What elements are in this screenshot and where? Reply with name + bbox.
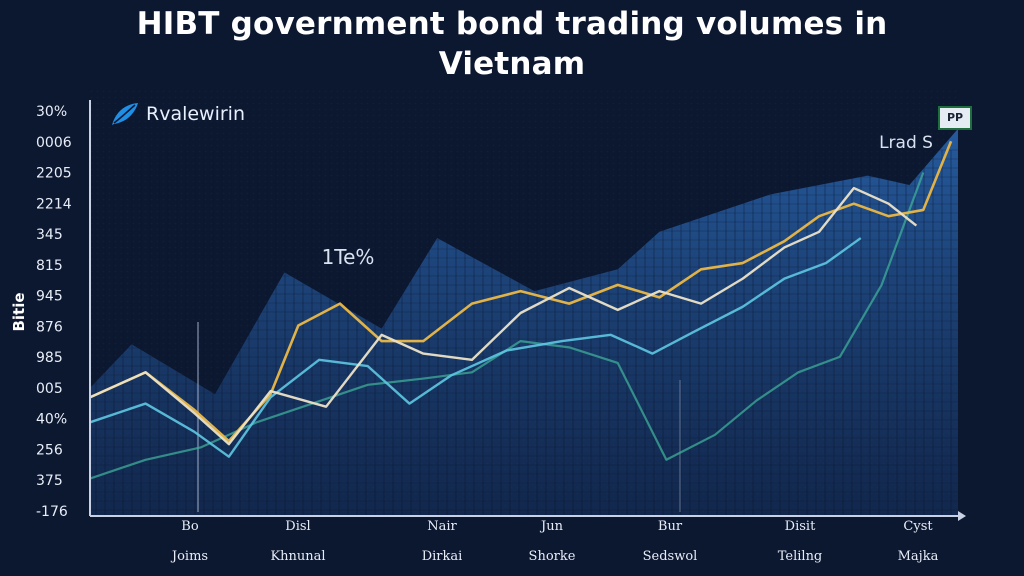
x-tick-label: Bur (658, 519, 683, 534)
x-tick-label: Khnunal (270, 549, 325, 564)
y-tick-label: 876 (36, 319, 63, 335)
chart-title: HIBT government bond trading volumes in … (0, 4, 1024, 84)
annotation-label: Lrad S (879, 133, 933, 153)
y-tick-label: 985 (36, 350, 63, 366)
annotation-label: 1Te% (322, 245, 375, 269)
y-tick-label: 815 (36, 258, 63, 274)
chart-title-line-2: Vietnam (438, 46, 586, 82)
area-layer (90, 128, 958, 516)
x-tick-label: Nair (427, 519, 457, 534)
area-series (90, 128, 958, 516)
x-tick-label: Sedswol (643, 549, 698, 564)
series-line-cyan (89, 237, 862, 458)
y-tick-label: 945 (36, 289, 63, 305)
x-tick-label: Majka (898, 549, 939, 564)
y-tick-label: 2214 (36, 196, 72, 212)
x-tick-label: Jun (539, 519, 564, 534)
x-tick-label: Bo (181, 519, 199, 534)
y-tick-label: -176 (36, 504, 68, 520)
chart-title-line-1: HIBT government bond trading volumes in (136, 6, 888, 42)
y-tick-label: 30% (36, 104, 67, 120)
x-tick-label: Telilng (778, 549, 823, 564)
brand-name: Rvalewirin (146, 103, 246, 125)
leaf-logo-icon (112, 103, 138, 125)
axis-layer (89, 100, 966, 521)
x-tick-label: Cyst (903, 519, 933, 534)
x-tick-label: Disit (785, 519, 816, 534)
x-tick-label: Dirkai (422, 549, 463, 564)
y-tick-label: 2205 (36, 166, 72, 182)
y-tick-label: 40% (36, 412, 67, 428)
x-tick-label: Shorke (529, 549, 576, 564)
y-tick-label: 256 (36, 442, 63, 458)
x-axis-arrow (958, 511, 966, 521)
x-tick-label: Disl (285, 519, 310, 534)
label-layer: 30% 0006 2205 2214 345 815 945 876 985 005 40% 256 3… (10, 104, 939, 564)
brand-logo: Rvalewirin (110, 100, 245, 128)
y-tick-label: 345 (36, 227, 63, 243)
x-tick-label: Joims (170, 549, 208, 564)
y-axis-label: Bitie (10, 292, 28, 331)
series-line-cream (89, 186, 918, 446)
badge: PP (938, 106, 972, 130)
lines-layer (89, 140, 953, 480)
y-tick-label: 005 (36, 381, 63, 397)
y-tick-label: 0006 (36, 135, 72, 151)
y-tick-label: 375 (36, 473, 63, 489)
